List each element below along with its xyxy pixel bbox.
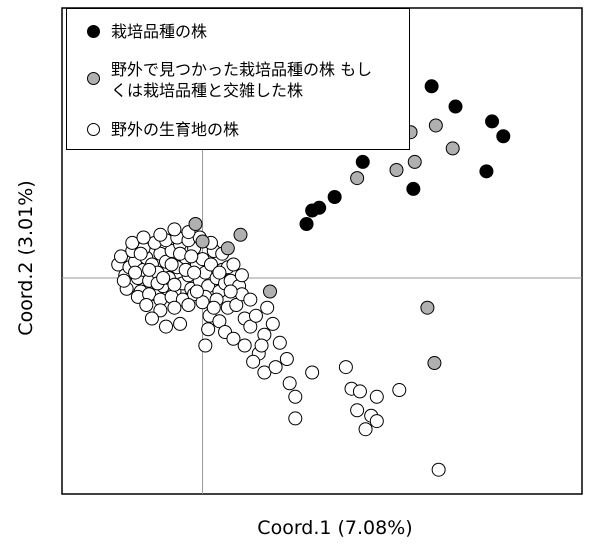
legend-label-wild-cultivated: 野外で見つかった栽培品種の株 もしくは栽培品種と交雑した株 xyxy=(111,60,373,100)
data-point-series-2 xyxy=(116,273,131,288)
data-point-series-1 xyxy=(427,356,442,371)
data-point-series-2 xyxy=(125,235,140,250)
legend-marker-wild xyxy=(87,123,100,136)
data-point-series-2 xyxy=(352,384,367,399)
data-point-series-0 xyxy=(485,114,500,129)
data-point-series-2 xyxy=(369,414,384,429)
data-point-series-2 xyxy=(128,265,143,280)
data-point-series-0 xyxy=(327,190,342,204)
data-point-series-2 xyxy=(195,295,210,310)
data-point-series-2 xyxy=(358,422,373,437)
data-point-series-1 xyxy=(350,171,365,186)
data-point-series-2 xyxy=(248,308,263,323)
data-point-series-2 xyxy=(237,338,252,353)
data-point-series-1 xyxy=(263,284,277,299)
data-point-series-0 xyxy=(496,129,511,144)
data-point-series-2 xyxy=(206,300,221,315)
data-point-series-2 xyxy=(136,230,151,245)
legend-marker-wild-cultivated xyxy=(87,72,100,85)
data-point-series-1 xyxy=(407,154,422,169)
data-point-series-2 xyxy=(212,265,227,280)
data-point-series-2 xyxy=(305,365,320,380)
data-point-series-1 xyxy=(220,241,235,256)
data-point-series-2 xyxy=(226,331,241,346)
data-point-series-0 xyxy=(305,203,320,218)
data-point-series-2 xyxy=(254,338,269,353)
data-point-series-0 xyxy=(424,79,439,94)
data-point-series-2 xyxy=(212,314,227,329)
x-axis-label: Coord.1 (7.08%) xyxy=(257,517,413,539)
data-point-series-1 xyxy=(188,217,203,231)
legend-marker-cultivated xyxy=(87,25,100,38)
data-point-series-2 xyxy=(265,316,280,331)
data-point-series-2 xyxy=(260,300,275,315)
data-point-series-2 xyxy=(431,462,446,477)
data-point-series-2 xyxy=(164,257,179,272)
data-point-series-2 xyxy=(288,411,303,426)
data-point-series-0 xyxy=(479,164,494,179)
data-point-series-2 xyxy=(159,319,173,334)
data-point-series-2 xyxy=(139,298,154,312)
data-points xyxy=(111,79,511,477)
data-point-series-2 xyxy=(350,403,365,418)
data-point-series-1 xyxy=(420,300,435,315)
data-point-series-2 xyxy=(203,257,218,272)
data-point-series-2 xyxy=(282,376,297,391)
data-point-series-2 xyxy=(246,354,261,369)
data-point-series-2 xyxy=(392,383,407,398)
data-point-series-1 xyxy=(389,163,404,177)
data-point-series-2 xyxy=(226,257,241,272)
data-point-series-2 xyxy=(167,300,182,315)
data-point-series-2 xyxy=(167,277,182,292)
data-point-series-0 xyxy=(406,181,421,196)
data-point-series-2 xyxy=(279,352,294,366)
data-point-series-1 xyxy=(445,141,460,156)
data-point-series-2 xyxy=(229,298,244,312)
data-point-series-0 xyxy=(448,99,463,114)
data-point-series-0 xyxy=(299,217,314,231)
data-point-series-2 xyxy=(184,249,199,264)
data-point-series-1 xyxy=(233,227,248,242)
data-point-series-2 xyxy=(187,265,202,280)
data-point-series-2 xyxy=(223,284,238,299)
data-point-series-2 xyxy=(114,249,129,264)
data-point-series-2 xyxy=(268,360,283,375)
legend-label-wild: 野外の生育地の株 xyxy=(111,120,240,139)
data-point-series-2 xyxy=(153,227,168,242)
data-point-series-2 xyxy=(133,246,148,261)
data-point-series-2 xyxy=(234,268,249,283)
data-point-series-1 xyxy=(428,118,443,133)
data-point-series-2 xyxy=(173,316,188,331)
y-axis-label: Coord.2 (3.01%) xyxy=(15,180,37,336)
data-point-series-2 xyxy=(189,284,204,299)
data-point-series-2 xyxy=(156,271,171,285)
data-point-series-2 xyxy=(257,365,272,380)
data-point-series-2 xyxy=(369,389,384,404)
data-point-series-2 xyxy=(142,262,157,277)
legend-label-cultivated: 栽培品種の株 xyxy=(111,22,208,41)
data-point-series-2 xyxy=(153,303,168,318)
data-point-series-2 xyxy=(272,335,287,350)
data-point-series-0 xyxy=(355,154,370,169)
data-point-series-2 xyxy=(198,338,213,353)
data-point-series-2 xyxy=(167,222,182,237)
legend: 栽培品種の株 野外で見つかった栽培品種の株 もしくは栽培品種と交雑した株 野外の… xyxy=(66,8,410,150)
data-point-series-1 xyxy=(195,234,210,249)
data-point-series-2 xyxy=(144,311,159,326)
data-point-series-2 xyxy=(243,292,258,307)
data-point-series-2 xyxy=(338,360,353,375)
data-point-series-2 xyxy=(243,319,258,334)
data-point-series-2 xyxy=(288,389,303,404)
data-point-series-2 xyxy=(181,298,196,312)
data-point-series-2 xyxy=(201,322,216,337)
